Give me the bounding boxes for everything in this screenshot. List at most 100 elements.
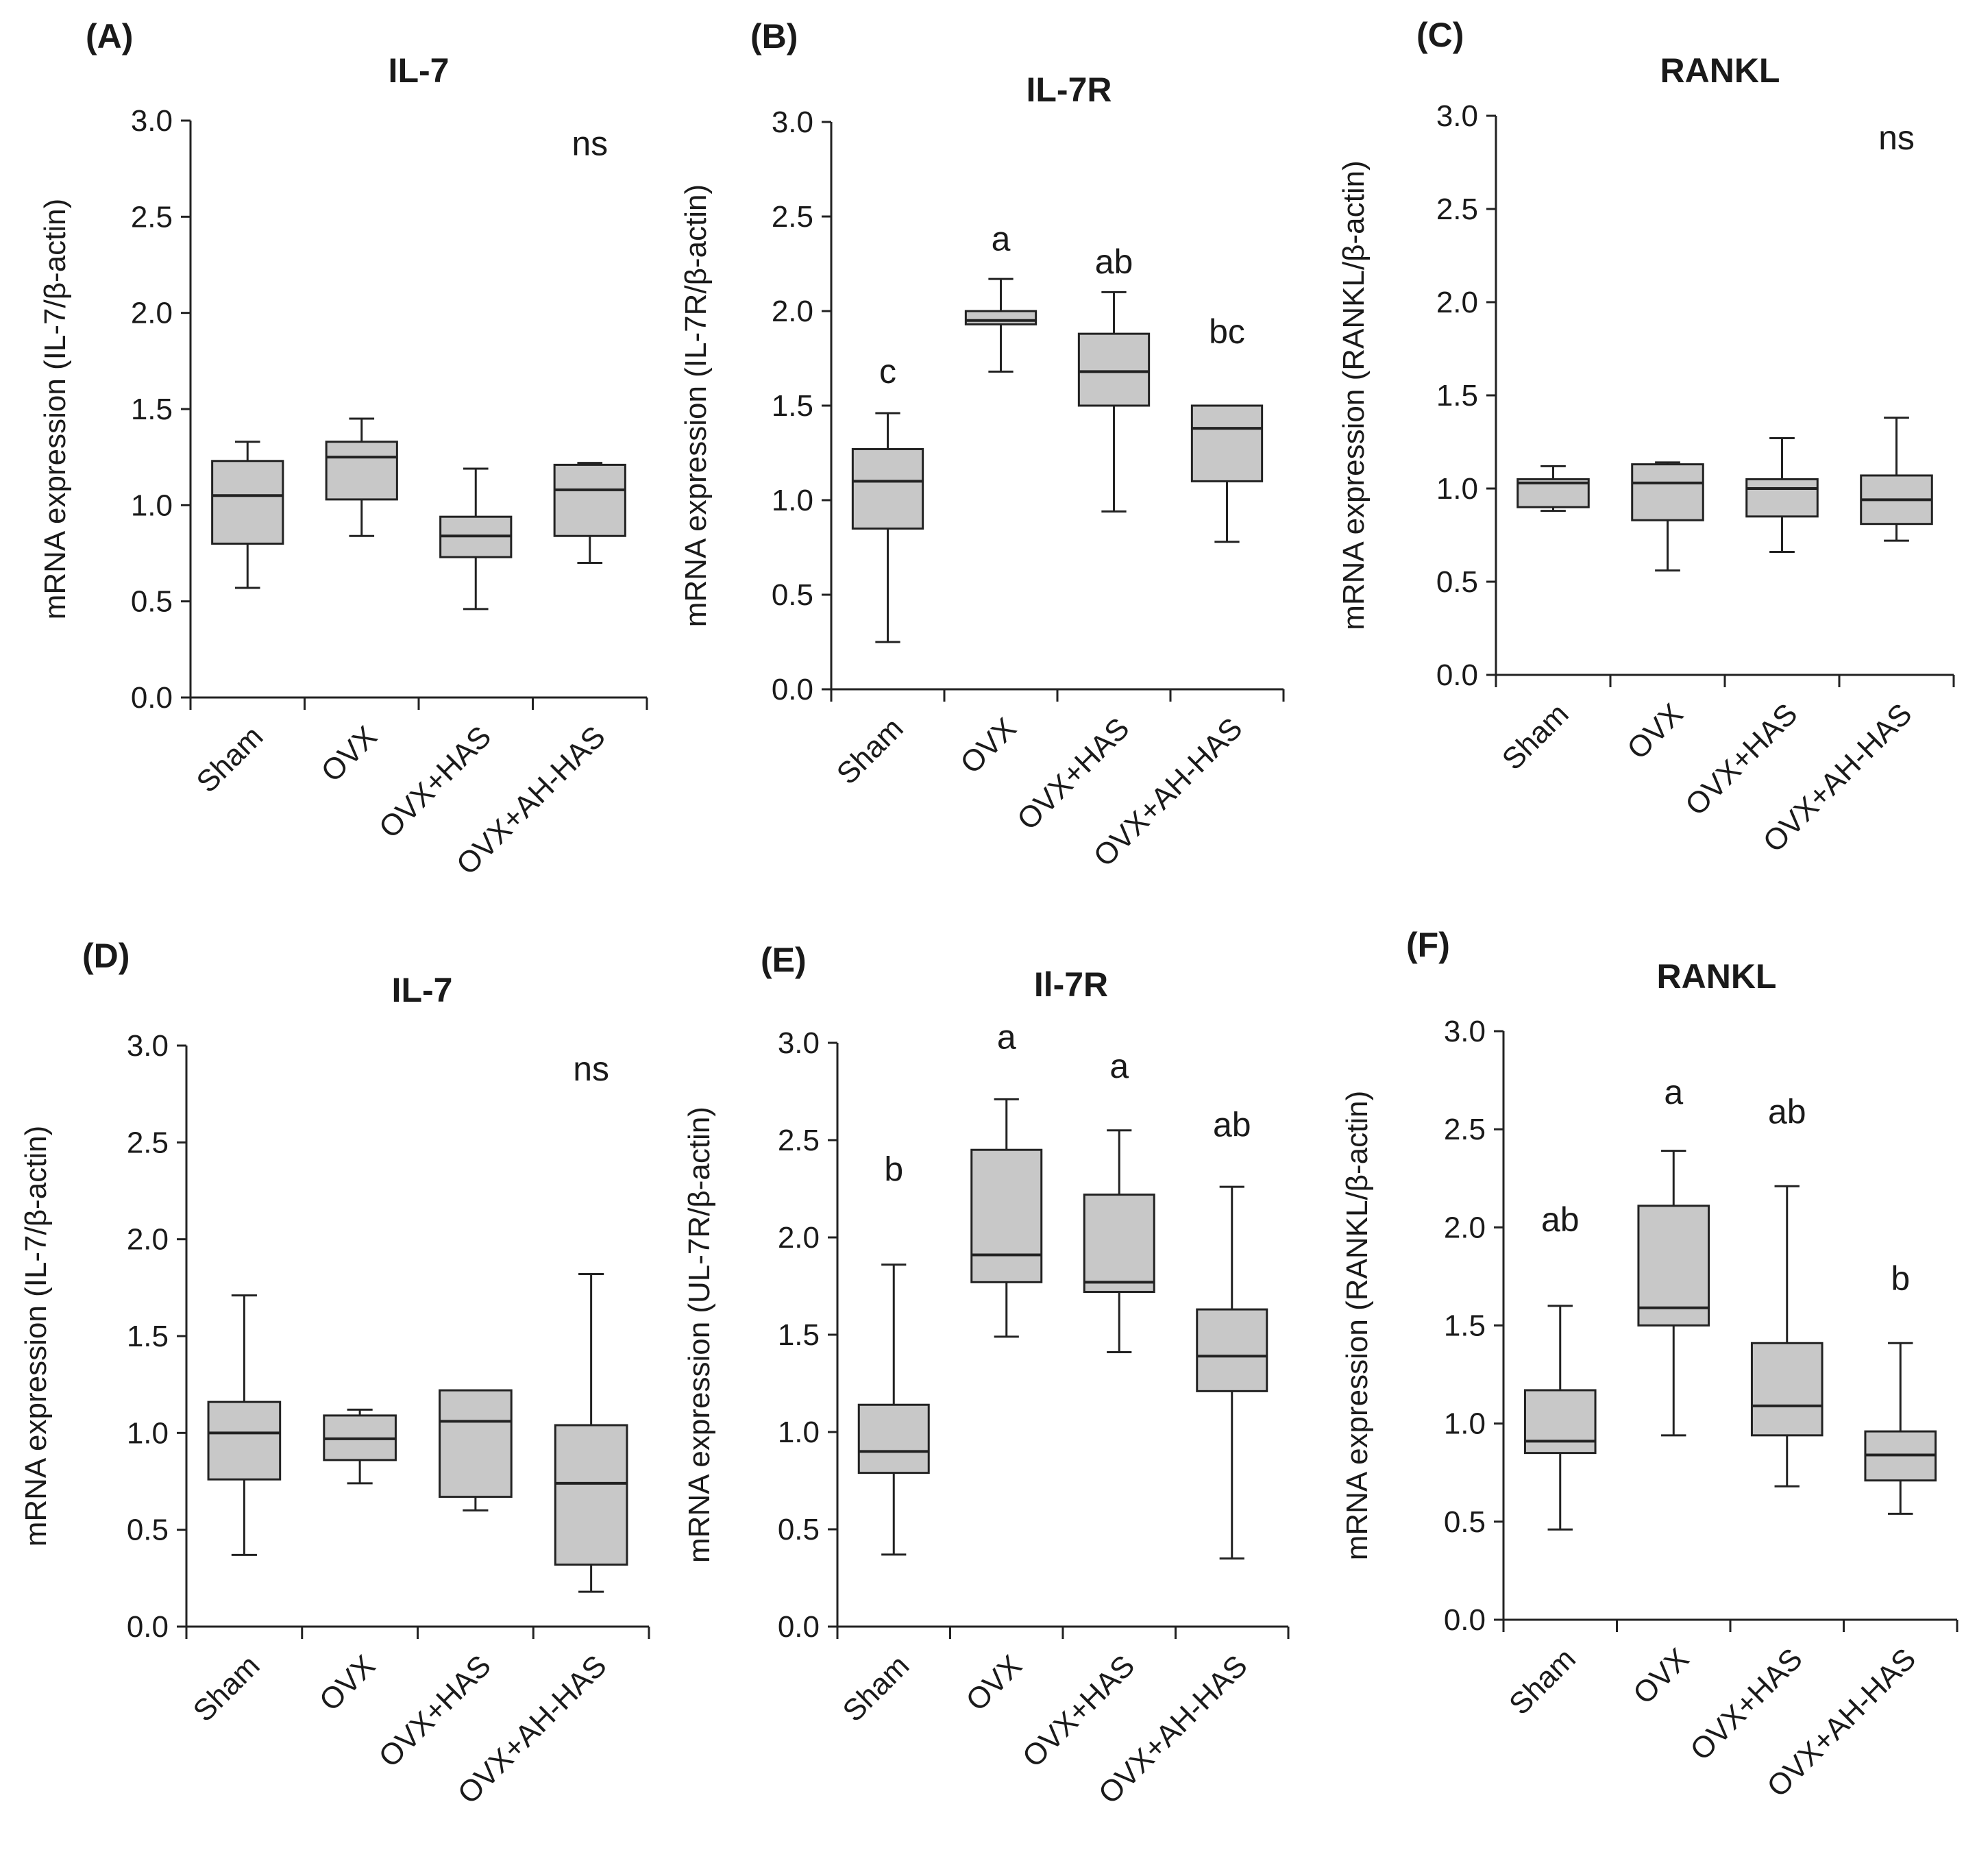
y-tick-label: 0.0 xyxy=(127,1610,169,1644)
x-tick-label: OVX xyxy=(954,711,1022,780)
box-iqr xyxy=(857,1403,930,1474)
box-iqr xyxy=(964,310,1037,325)
box-ovx xyxy=(1637,1150,1710,1437)
box-sham xyxy=(1523,1305,1597,1531)
chart-title: RANKL xyxy=(1657,957,1777,996)
panel-label: (C) xyxy=(1416,16,1464,54)
box-iqr xyxy=(1196,1308,1268,1392)
panel-label: (D) xyxy=(82,937,130,975)
box-ovx-has xyxy=(439,467,513,610)
chart-panel-e: (E) Il-7R 0.0 0.5 1.0 1.5 2.0 2.5 3.0 mRNA expres… xyxy=(683,941,1290,1811)
box-iqr xyxy=(207,1400,282,1481)
box-iqr xyxy=(1631,463,1704,521)
x-tick-label: Sham xyxy=(190,719,269,799)
y-tick-label: 2.0 xyxy=(1444,1211,1486,1244)
y-tick-label: 1.5 xyxy=(778,1318,820,1352)
x-tick-label: Sham xyxy=(187,1649,267,1728)
x-tick-label: OVX xyxy=(313,1649,382,1717)
panel-label: (A) xyxy=(86,17,133,55)
y-tick-label: 0.0 xyxy=(1436,658,1478,692)
y-tick-label: 2.0 xyxy=(131,297,173,330)
chart-title: Il-7R xyxy=(1034,965,1108,1004)
y-tick-label: 2.5 xyxy=(772,200,813,234)
box-ovx-has xyxy=(1077,291,1151,513)
box-iqr xyxy=(1745,478,1819,518)
chart-title: IL-7 xyxy=(392,971,453,1009)
box-sham xyxy=(207,1294,282,1556)
box-ovx-has xyxy=(1750,1185,1823,1488)
box-iqr xyxy=(325,441,398,501)
y-tick-label: 3.0 xyxy=(1444,1015,1486,1048)
chart-title: IL-7R xyxy=(1027,71,1112,109)
box-ovx-ah-has xyxy=(1196,1185,1268,1560)
box-iqr xyxy=(553,463,626,537)
y-tick-label: 2.0 xyxy=(127,1223,169,1257)
y-tick-label: 0.5 xyxy=(131,585,173,619)
y-axis-label: mRNA expression (UL-7R/β-actin) xyxy=(683,1107,716,1563)
y-tick-label: 0.5 xyxy=(778,1513,820,1546)
box-sham xyxy=(851,412,924,643)
y-tick-label: 0.0 xyxy=(131,681,173,715)
x-tick-label: Sham xyxy=(836,1649,916,1728)
box-ovx xyxy=(964,277,1037,373)
significance-label: a xyxy=(992,220,1011,258)
y-tick-label: 0.0 xyxy=(772,673,813,706)
box-ovx xyxy=(1631,461,1704,572)
x-tick-label: OVX xyxy=(1621,697,1689,765)
box-ovx-ah-has xyxy=(1860,417,1933,542)
box-sham xyxy=(1516,465,1590,513)
box-iqr xyxy=(211,460,284,545)
box-ovx-ah-has xyxy=(1864,1342,1937,1515)
y-tick-label: 2.5 xyxy=(778,1124,820,1157)
box-sham xyxy=(211,441,284,589)
box-ovx-ah-has xyxy=(1190,404,1264,543)
y-tick-label: 1.5 xyxy=(1436,379,1478,412)
box-ovx-has xyxy=(1745,437,1819,553)
y-tick-label: 1.0 xyxy=(1436,472,1478,506)
y-tick-label: 0.5 xyxy=(127,1514,169,1547)
panel-label: (E) xyxy=(761,941,807,979)
y-tick-label: 1.5 xyxy=(131,393,173,426)
chart-panel-c: (C) RANKL 0.0 0.5 1.0 1.5 2.0 2.5 3.0 mRNA expres… xyxy=(1337,16,1955,859)
box-iqr xyxy=(1190,404,1264,482)
y-tick-label: 1.0 xyxy=(131,489,173,522)
y-tick-label: 1.5 xyxy=(127,1320,169,1353)
box-ovx-ah-has xyxy=(554,1273,628,1593)
y-axis-label: mRNA expression (RANKL/β-actin) xyxy=(1337,160,1371,630)
y-tick-label: 0.0 xyxy=(778,1610,820,1644)
panel-label: (F) xyxy=(1406,926,1450,964)
box-iqr xyxy=(970,1148,1043,1283)
x-tick-label: OVX xyxy=(315,719,383,788)
y-tick-label: 3.0 xyxy=(772,106,813,139)
x-tick-label: OVX+HAS xyxy=(372,1649,497,1773)
significance-label: ns xyxy=(573,1050,609,1088)
y-tick-label: 0.5 xyxy=(1436,565,1478,599)
box-iqr xyxy=(851,447,924,530)
x-tick-label: OVX+HAS xyxy=(1011,711,1135,836)
chart-panel-b: (B) IL-7R 0.0 0.5 1.0 1.5 2.0 2.5 3.0 mRNA expres… xyxy=(679,17,1285,874)
chart-title: RANKL xyxy=(1660,51,1780,90)
y-tick-label: 3.0 xyxy=(127,1029,169,1063)
y-tick-label: 1.0 xyxy=(1444,1407,1486,1441)
y-tick-label: 1.5 xyxy=(1444,1309,1486,1343)
significance-label: ns xyxy=(572,125,608,163)
significance-label: b xyxy=(884,1150,903,1189)
x-tick-label: OVX+HAS xyxy=(1679,697,1804,822)
y-tick-label: 0.5 xyxy=(1444,1505,1486,1539)
significance-label: ab xyxy=(1213,1105,1251,1144)
significance-label: c xyxy=(879,352,896,391)
significance-label: bc xyxy=(1209,312,1245,351)
y-tick-label: 3.0 xyxy=(131,104,173,138)
significance-label: ab xyxy=(1095,243,1133,281)
box-iqr xyxy=(1523,1389,1597,1455)
box-iqr xyxy=(439,1389,513,1498)
significance-label: ns xyxy=(1878,119,1915,157)
panel-label: (B) xyxy=(750,17,798,55)
x-tick-label: Sham xyxy=(1503,1642,1582,1721)
box-ovx-ah-has xyxy=(553,462,626,565)
box-iqr xyxy=(1750,1342,1823,1437)
y-tick-label: 2.0 xyxy=(778,1221,820,1255)
y-tick-label: 3.0 xyxy=(778,1026,820,1060)
y-tick-label: 0.5 xyxy=(772,578,813,612)
